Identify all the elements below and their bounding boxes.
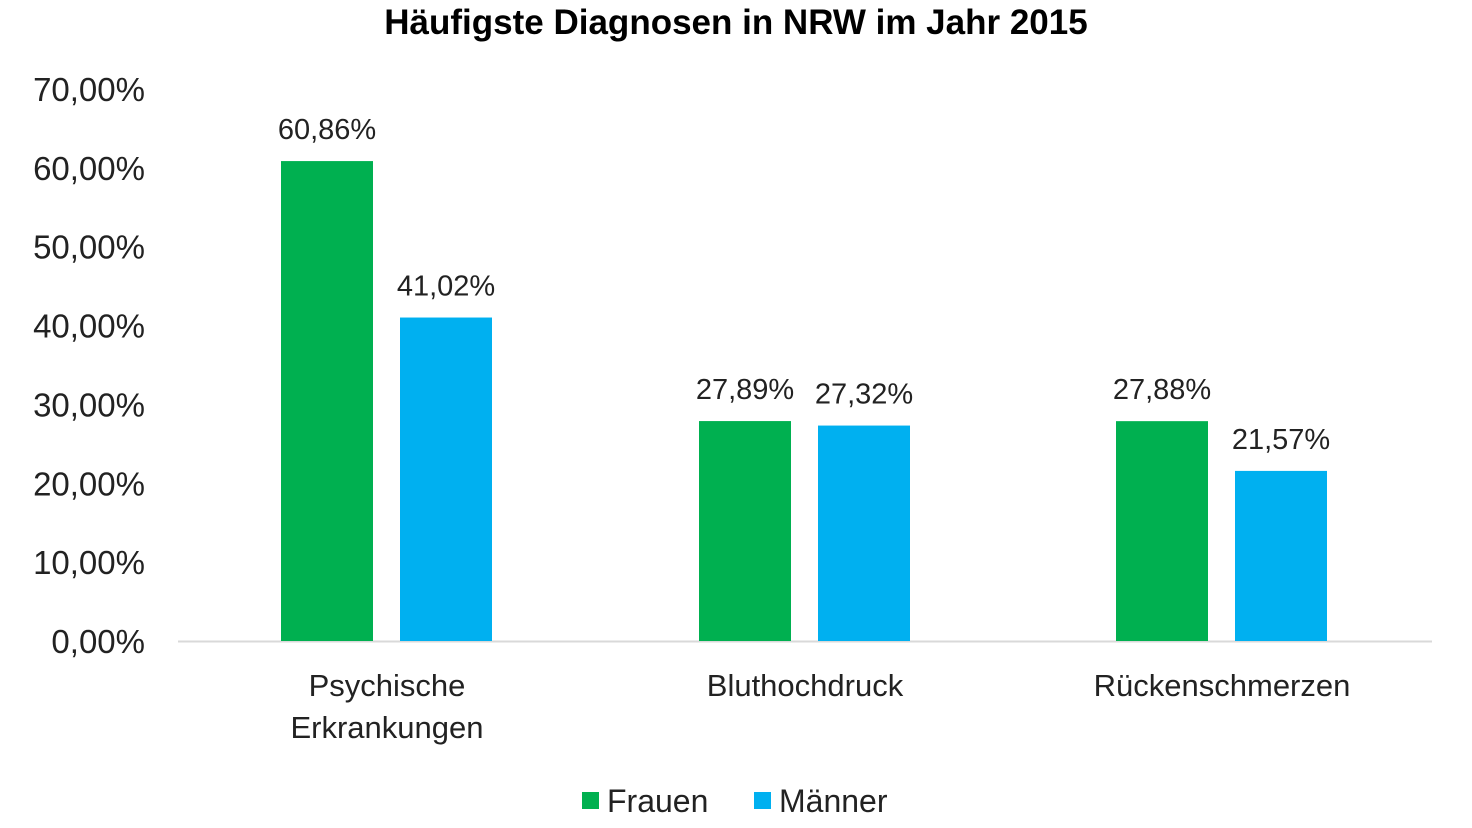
category-label: Rückenschmerzen (1094, 668, 1351, 703)
category-label: Bluthochdruck (707, 668, 904, 703)
bar-frauen (1116, 421, 1208, 641)
x-axis: Psychische Erkrankungen Bluthochdruck Rücke… (290, 668, 1350, 745)
y-tick-label: 10,00% (33, 544, 145, 581)
data-label: 27,32% (815, 379, 913, 411)
category-label: Erkrankungen (290, 710, 483, 745)
data-label: 21,57% (1232, 424, 1330, 456)
y-tick-label: 70,00% (33, 71, 145, 108)
bars: 60,86% 41,02% 27,89% 27,32% 27,88% 21,57% (278, 114, 1330, 641)
data-label: 60,86% (278, 114, 376, 146)
data-label: 27,88% (1113, 374, 1211, 406)
bar-frauen (699, 421, 791, 641)
data-label: 41,02% (397, 271, 495, 303)
legend-label: Frauen (607, 783, 708, 819)
bar-maenner (818, 425, 910, 641)
legend-label: Männer (779, 783, 888, 819)
y-tick-label: 0,00% (51, 623, 145, 660)
legend: Frauen Männer (582, 783, 888, 819)
bar-frauen (281, 161, 373, 641)
category-label: Psychische (309, 668, 466, 703)
y-tick-label: 50,00% (33, 229, 145, 266)
y-tick-label: 30,00% (33, 386, 145, 423)
bar-maenner (1235, 470, 1327, 641)
bar-maenner (400, 317, 492, 641)
chart-title: Häufigste Diagnosen in NRW im Jahr 2015 (384, 3, 1087, 42)
y-tick-label: 60,00% (33, 150, 145, 187)
data-label: 27,89% (696, 374, 794, 406)
legend-swatch (582, 792, 599, 809)
y-axis: 0,00% 10,00% 20,00% 30,00% 40,00% 50,00% 60,00… (33, 71, 145, 660)
y-tick-label: 20,00% (33, 465, 145, 502)
y-tick-label: 40,00% (33, 308, 145, 345)
legend-swatch (754, 792, 771, 809)
